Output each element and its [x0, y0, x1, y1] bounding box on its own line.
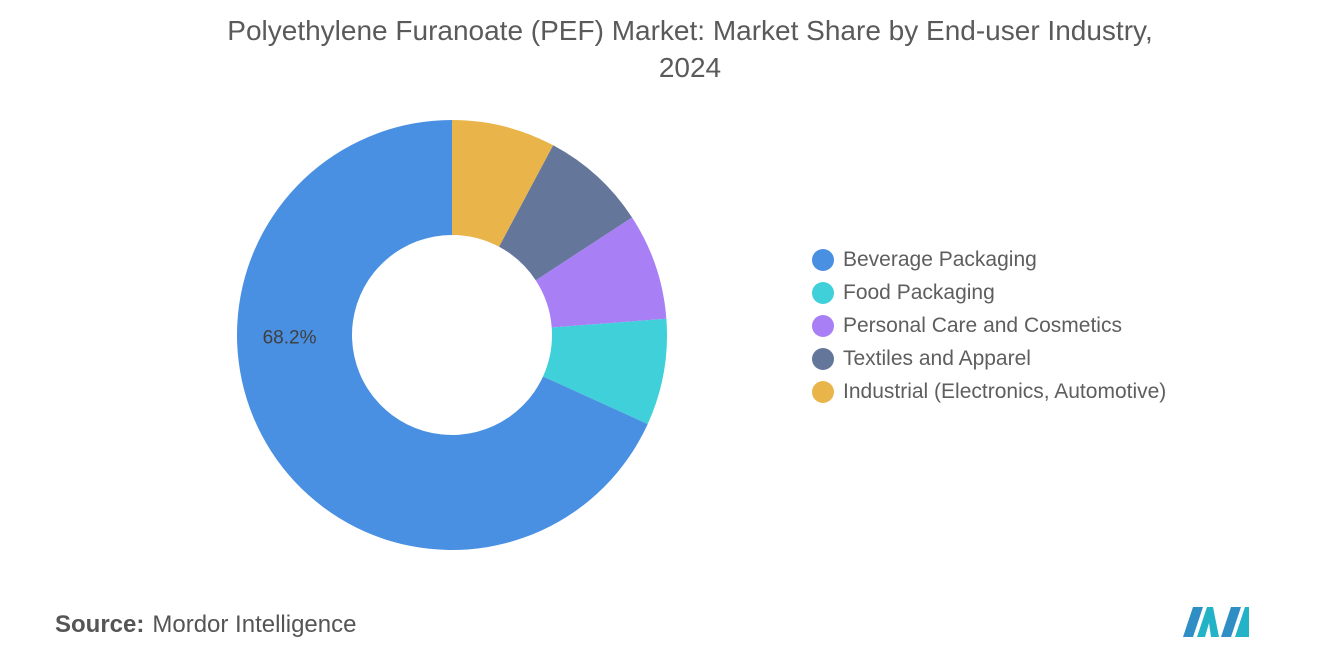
- chart-legend: Beverage Packaging Food Packaging Personal…: [812, 243, 1166, 408]
- legend-swatch: [812, 314, 834, 337]
- donut-slice-industrial-electronics-automotive: [452, 120, 554, 247]
- source-value: Mordor Intelligence: [152, 611, 357, 638]
- chart-title-line-2: 2024: [658, 52, 722, 83]
- donut-slice-food-packaging: [543, 318, 667, 425]
- donut-slice-beverage-packaging: [237, 120, 648, 550]
- legend-label: Personal Care and Cosmetics: [843, 313, 1122, 337]
- donut-chart: 68.2%: [237, 120, 667, 550]
- legend-swatch: [812, 380, 834, 403]
- donut-slice-personal-care-and-cosmetics: [535, 217, 667, 328]
- legend-item: Textiles and Apparel: [812, 342, 1166, 375]
- donut-slices: [237, 120, 667, 550]
- legend-item: Food Packaging: [812, 276, 1166, 309]
- data-label: 68.2%: [263, 328, 317, 349]
- legend-label: Beverage Packaging: [843, 247, 1037, 271]
- legend-item: Personal Care and Cosmetics: [812, 309, 1166, 342]
- legend-swatch: [812, 248, 834, 271]
- legend-item: Industrial (Electronics, Automotive): [812, 375, 1166, 408]
- legend-label: Industrial (Electronics, Automotive): [843, 379, 1167, 403]
- legend-label: Textiles and Apparel: [843, 346, 1031, 370]
- legend-swatch: [812, 347, 834, 370]
- donut-slice-textiles-and-apparel: [499, 145, 633, 281]
- chart-title-line-1: Polyethylene Furanoate (PEF) Market: Mar…: [227, 15, 1153, 46]
- legend-item: Beverage Packaging: [812, 243, 1166, 276]
- chart-title: Polyethylene Furanoate (PEF) Market: Mar…: [60, 12, 1320, 86]
- mordor-intelligence-logo-icon: [1183, 607, 1249, 637]
- donut-data-labels: 68.2%: [263, 328, 317, 349]
- legend-label: Food Packaging: [843, 280, 995, 304]
- source-label: Source:: [55, 611, 145, 638]
- legend-swatch: [812, 281, 834, 304]
- source-note: Source: Mordor Intelligence: [55, 611, 356, 639]
